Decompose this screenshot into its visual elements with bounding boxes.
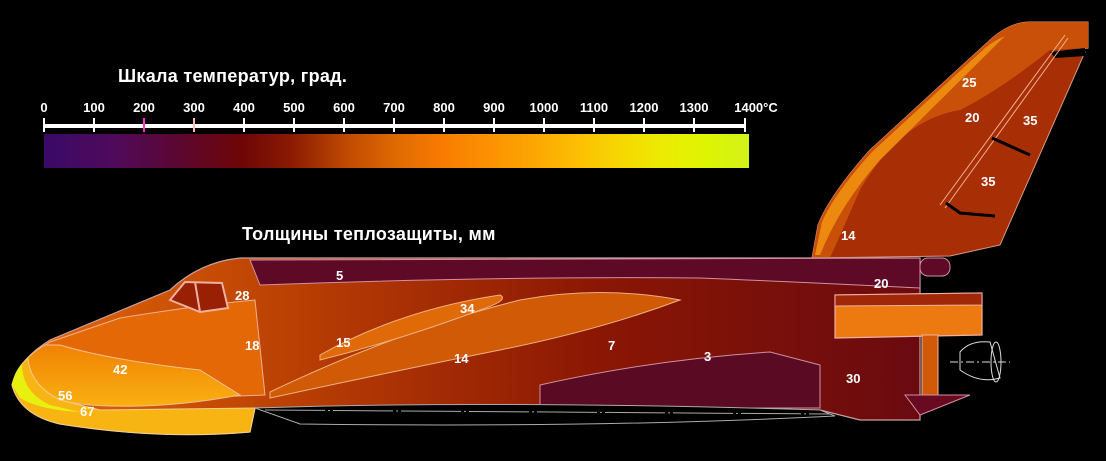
zone-label-wing-root: 15 [336,335,350,350]
oms-pod [834,257,1010,416]
scale-axis-line [44,124,746,128]
tick-mark [643,118,645,132]
zone-label-wing-mid: 14 [454,351,469,366]
tick-mark [744,118,746,132]
tick-mark [343,118,345,132]
fuselage [11,257,921,436]
tick-mark [93,118,95,132]
zone-label-nose-side: 42 [113,362,127,377]
zone-label-nose-lower: 56 [58,388,72,403]
tick-mark [593,118,595,132]
tick-mark [43,118,45,132]
tick-label-200: 200 [133,100,155,115]
tick-label-1000: 1000 [529,100,559,115]
zone-label-wing-rear: 7 [608,338,615,353]
zone-label-aft-body: 30 [846,371,860,386]
tick-mark [493,118,495,132]
tick-label-1200: 1200 [629,100,659,115]
tick-label-800: 800 [433,100,455,115]
vertical-stabilizer [811,21,1089,259]
tick-label-400: 400 [233,100,255,115]
temperature-gradient-bar [44,134,749,168]
tick-label-700: 700 [383,100,405,115]
zone-label-rudder-upper: 35 [1023,113,1037,128]
tick-label-600: 600 [333,100,355,115]
tick-mark [243,118,245,132]
zone-label-forward-fuselage: 18 [245,338,259,353]
tick-label-500: 500 [283,100,305,115]
tick-label-900: 900 [483,100,505,115]
temperature-scale-title: Шкала температур, град. [118,66,348,86]
tick-mark [143,118,145,132]
tick-label-1400: 1400°C [734,100,778,115]
tick-label-300: 300 [183,100,205,115]
zone-label-upper-fuselage: 5 [336,268,343,283]
tick-mark [443,118,445,132]
tick-label-1100: 1100 [579,100,609,115]
thickness-title: Толщины теплозащиты, мм [242,224,496,244]
zone-label-cockpit: 28 [235,288,249,303]
zone-label-aft-lower: 3 [704,349,711,364]
zone-label-fin-root: 14 [841,228,856,243]
tick-label-0: 0 [40,100,48,115]
zone-label-oms-pod: 20 [874,276,888,291]
tick-label-100: 100 [83,100,105,115]
zone-label-fin-top: 25 [962,75,976,90]
tick-mark [543,118,545,132]
tick-mark [693,118,695,132]
tick-mark [393,118,395,132]
tick-mark [193,118,195,132]
tick-label-1300: 1300 [679,100,709,115]
zone-label-rudder-lower: 35 [981,174,995,189]
thickness-labels: 25 20 35 35 14 5 28 34 20 18 15 14 7 3 3… [58,75,1037,419]
zone-label-wing-upper: 34 [460,301,475,316]
zone-label-fin-mid: 20 [965,110,979,125]
zone-label-nose-cap: 67 [80,404,94,419]
tick-mark [293,118,295,132]
